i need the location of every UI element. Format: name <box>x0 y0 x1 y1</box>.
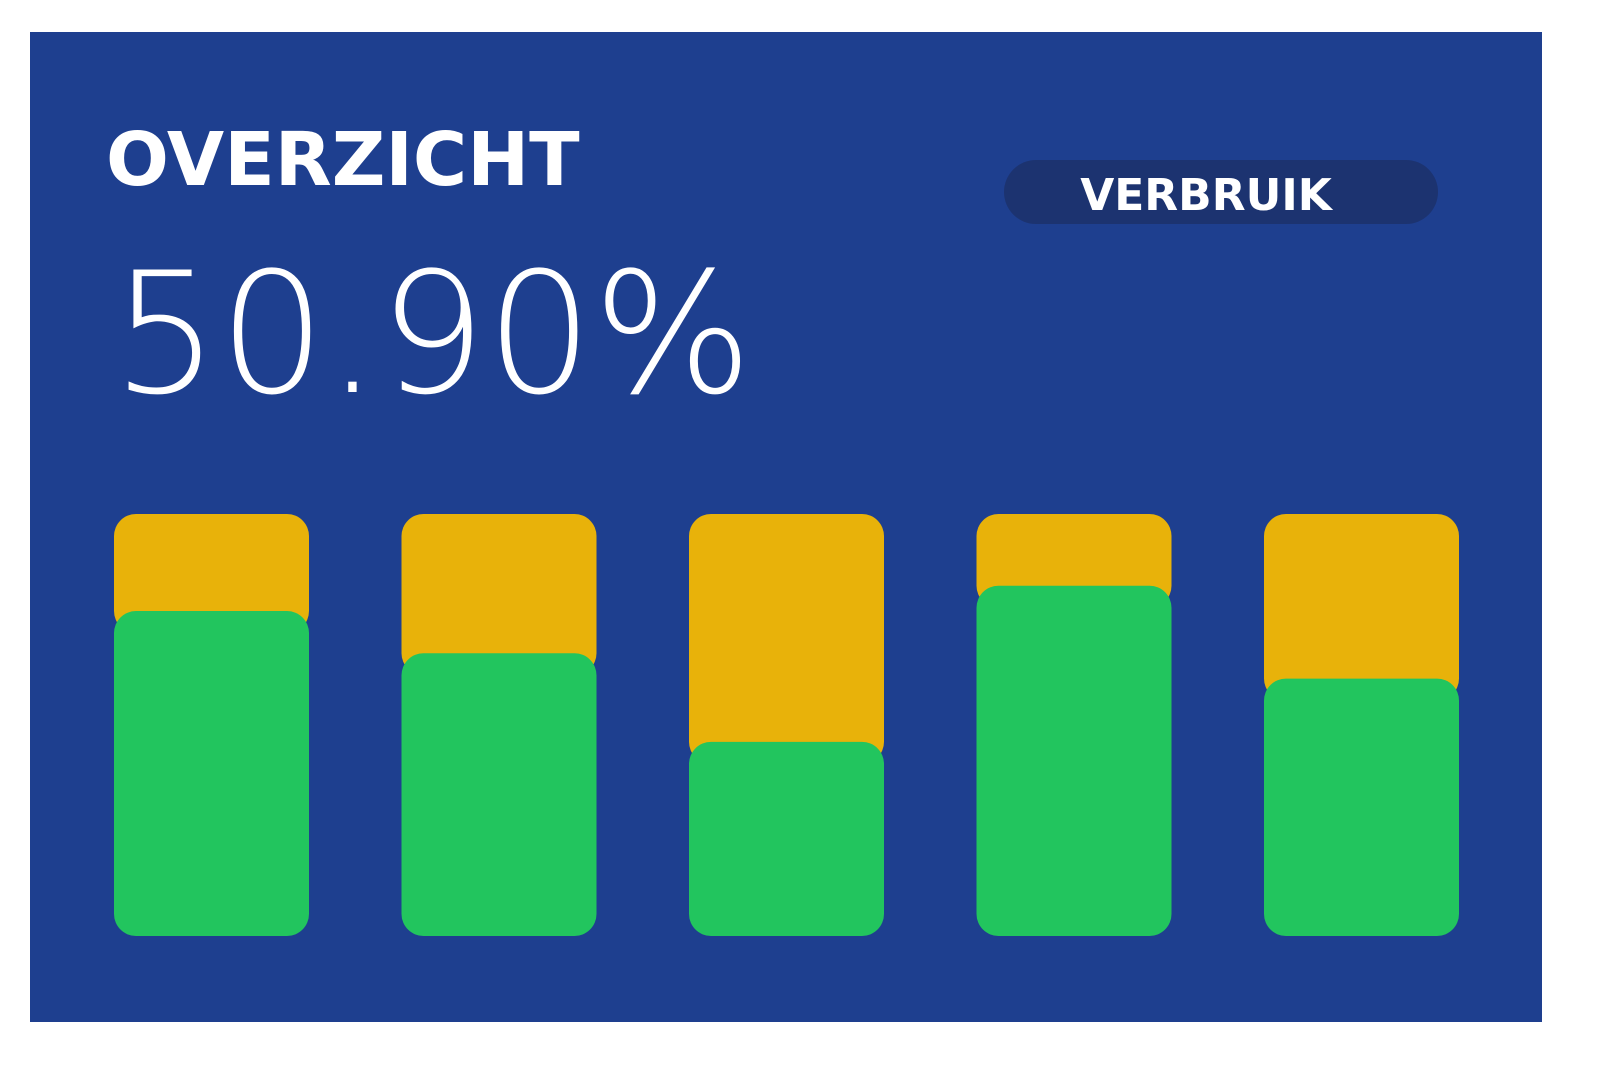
button-bg[interactable] <box>1004 160 1438 224</box>
bar-segment <box>401 653 597 936</box>
bar-segment <box>1264 514 1459 701</box>
bar-segment <box>1264 678 1459 936</box>
bar-segment <box>689 514 884 764</box>
bar-segment <box>114 514 309 634</box>
bar-segment <box>976 585 1172 936</box>
bar-segment <box>689 741 884 936</box>
bar-segment <box>976 514 1172 608</box>
button[interactable]: VERBRUIK <box>1004 160 1438 224</box>
title: OVERZICHT <box>106 117 580 203</box>
button-label[interactable]: VERBRUIK <box>1080 170 1334 221</box>
bar-segment <box>114 611 309 936</box>
bar-segment <box>401 514 597 676</box>
headline-value: 50.90% <box>112 236 753 432</box>
